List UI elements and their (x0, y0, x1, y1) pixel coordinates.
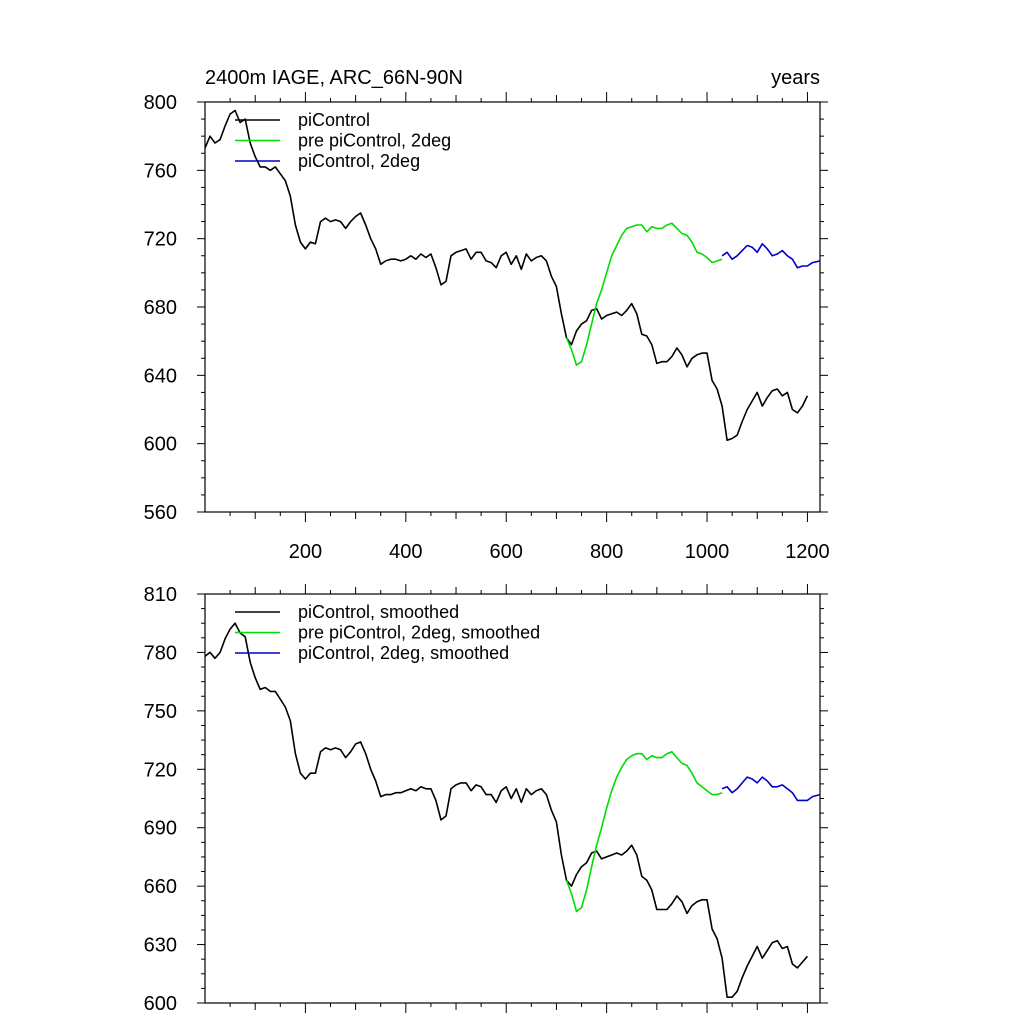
y-tick-label: 800 (144, 92, 177, 114)
legend-label-1: piControl (298, 110, 370, 130)
chart-title-right: years (771, 67, 820, 89)
legend-label-3: piControl, 2deg, smoothed (298, 643, 509, 663)
series-line-2 (565, 222, 723, 366)
y-tick-label: 690 (144, 818, 177, 840)
x-tick-label: 400 (389, 541, 422, 563)
legend-label-2: pre piControl, 2deg, smoothed (298, 623, 540, 643)
x-tick-label: 1200 (785, 541, 830, 563)
series-line-3 (721, 243, 820, 269)
x-tick-label: 600 (490, 541, 523, 563)
y-tick-label: 600 (144, 434, 177, 456)
x-tick-label: 800 (590, 541, 623, 563)
y-tick-label: 810 (144, 584, 177, 606)
y-tick-label: 720 (144, 759, 177, 781)
y-tick-label: 760 (144, 160, 177, 182)
series-line-1 (205, 622, 809, 998)
y-tick-label: 680 (144, 297, 177, 319)
y-tick-label: 640 (144, 365, 177, 387)
y-tick-label: 750 (144, 701, 177, 723)
series-line-3 (721, 776, 820, 802)
chart-title-left: 2400m IAGE, ARC_66N-90N (205, 67, 463, 89)
chart-panel-1: 2400m IAGE, ARC_66N-90N years 560 600 640 680… (144, 67, 830, 563)
y-tick-label: 720 (144, 229, 177, 251)
series-line-2 (565, 751, 723, 913)
y-tick-label: 780 (144, 642, 177, 664)
series-line-1 (205, 109, 809, 442)
legend-label-2: pre piControl, 2deg (298, 131, 451, 151)
y-tick-label: 630 (144, 935, 177, 957)
x-tick-label: 1000 (685, 541, 730, 563)
chart-panel-2: 600 630 660 690 720 750 780 810 piControl, smoot… (144, 584, 828, 1015)
y-tick-label: 600 (144, 993, 177, 1015)
y-tick-label: 660 (144, 876, 177, 898)
legend-label-3: piControl, 2deg (298, 151, 420, 171)
legend-label-1: piControl, smoothed (298, 602, 459, 622)
x-tick-label: 200 (289, 541, 322, 563)
y-tick-label: 560 (144, 502, 177, 524)
